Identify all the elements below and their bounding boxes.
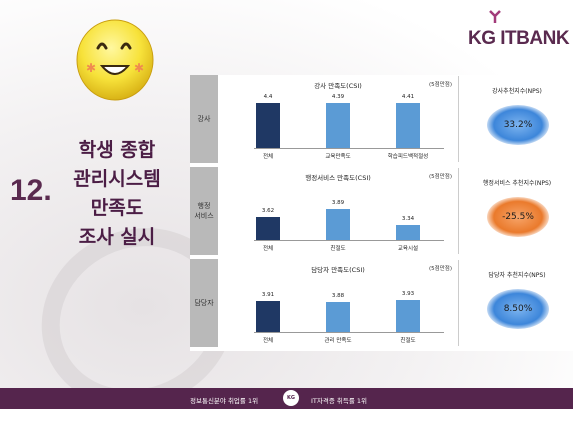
chart-bar xyxy=(326,209,350,240)
chart-bar xyxy=(256,216,280,240)
chart-unit: (5점만점) xyxy=(429,174,452,180)
chart-unit: (5점만점) xyxy=(429,266,452,272)
category-label: 전체 xyxy=(262,154,274,160)
title-line: 관리시스템 xyxy=(73,168,161,190)
csi-chart: 행정서비스 만족도(CSI) (5점만점) 3.62 전체 3.89 친절도 3.34 교… xyxy=(220,168,456,254)
category-label: 교육시설 xyxy=(397,246,419,252)
row-label: 담당자 xyxy=(190,259,218,347)
chart-bar xyxy=(256,102,280,148)
csi-chart: 담당자 만족도(CSI) (5점만점) 3.91 전체 3.88 관리 만족도 3.93… xyxy=(220,260,456,346)
svg-text:✱: ✱ xyxy=(86,61,96,75)
bar-value-label: 4.41 xyxy=(401,93,415,100)
svg-text:✱: ✱ xyxy=(134,61,144,75)
logo-text: KG ITBANK xyxy=(468,28,570,50)
section-title: 학생 종합 관리시스템 만족도 조사 실시 xyxy=(62,136,172,252)
chart-baseline xyxy=(254,332,444,333)
chart-bar xyxy=(326,103,350,148)
nps-value: 33.2% xyxy=(487,105,549,145)
category-label: 전체 xyxy=(262,246,274,252)
title-line: 학생 종합 xyxy=(78,139,156,161)
chart-bar xyxy=(256,300,280,332)
logo-kg: KG xyxy=(468,28,496,49)
category-label: 관리 만족도 xyxy=(324,338,352,344)
nps-value: 8.50% xyxy=(487,289,549,329)
footer-right-text: IT자격증 취득률 1위 xyxy=(311,397,368,405)
chart-title: 행정서비스 만족도(CSI) xyxy=(305,174,371,182)
chart-bar xyxy=(396,224,420,240)
category-label: 친절도 xyxy=(400,338,416,344)
nps-box: 행정서비스 추천지수(NPS) -25.5% xyxy=(458,168,573,254)
chart-unit: (5점만점) xyxy=(429,82,452,88)
bar-value-label: 4.39 xyxy=(331,94,345,101)
chart-bar xyxy=(396,102,420,148)
row-instructor: 강사 강사 만족도(CSI) (5점만점) 4.4 전체 4.39 교육만족도 4.41… xyxy=(190,75,573,164)
title-line: 만족도 xyxy=(90,197,144,219)
footer-left-text: 정보통신분야 취업률 1위 xyxy=(190,397,259,405)
csi-chart: 강사 만족도(CSI) (5점만점) 4.4 전체 4.39 교육만족도 4.41 학습피… xyxy=(220,76,456,162)
chart-baseline xyxy=(254,148,444,149)
chart-baseline xyxy=(254,240,444,241)
category-label: 교육만족도 xyxy=(325,154,351,160)
bar-value-label: 3.93 xyxy=(401,291,415,298)
title-line: 조사 실시 xyxy=(78,226,156,248)
row-admin: 행정 서비스 행정서비스 만족도(CSI) (5점만점) 3.62 전체 3.89 친… xyxy=(190,167,573,256)
nps-value: -25.5% xyxy=(487,197,549,237)
category-label: 친절도 xyxy=(330,246,346,252)
chart-title: 강사 만족도(CSI) xyxy=(314,82,362,90)
nps-title: 담당자 추천지수(NPS) xyxy=(488,272,546,279)
category-label: 전체 xyxy=(262,338,274,344)
footer-badge-icon: KG xyxy=(283,390,299,406)
row-label: 행정 서비스 xyxy=(190,167,218,255)
bar-value-label: 3.91 xyxy=(261,291,275,298)
section-number: 12. xyxy=(10,174,52,207)
row-label: 강사 xyxy=(190,75,218,163)
survey-panel: 강사 강사 만족도(CSI) (5점만점) 4.4 전체 4.39 교육만족도 4.41… xyxy=(190,75,573,351)
bar-value-label: 4.4 xyxy=(263,93,273,100)
footer-bar: 정보통신분야 취업률 1위 KG IT자격증 취득률 1위 xyxy=(0,388,573,409)
chart-title: 담당자 만족도(CSI) xyxy=(311,266,365,274)
chart-bar xyxy=(396,300,420,332)
chart-bar xyxy=(326,301,350,332)
kg-itbank-logo: KG ITBANK xyxy=(468,10,570,50)
smiley-icon: ✱ ✱ xyxy=(76,19,154,101)
bar-value-label: 3.89 xyxy=(331,200,345,207)
logo-mark-icon xyxy=(489,10,501,23)
bar-value-label: 3.62 xyxy=(261,207,275,214)
bar-value-label: 3.34 xyxy=(401,215,415,222)
nps-title: 강사추천지수(NPS) xyxy=(492,88,542,95)
row-manager: 담당자 담당자 만족도(CSI) (5점만점) 3.91 전체 3.88 관리 만족도… xyxy=(190,259,573,348)
nps-title: 행정서비스 추천지수(NPS) xyxy=(482,180,552,187)
nps-box: 담당자 추천지수(NPS) 8.50% xyxy=(458,260,573,346)
logo-itbank: ITBANK xyxy=(500,28,570,49)
bar-value-label: 3.88 xyxy=(331,292,345,299)
category-label: 학습피드백적절성 xyxy=(387,154,429,160)
nps-box: 강사추천지수(NPS) 33.2% xyxy=(458,76,573,162)
